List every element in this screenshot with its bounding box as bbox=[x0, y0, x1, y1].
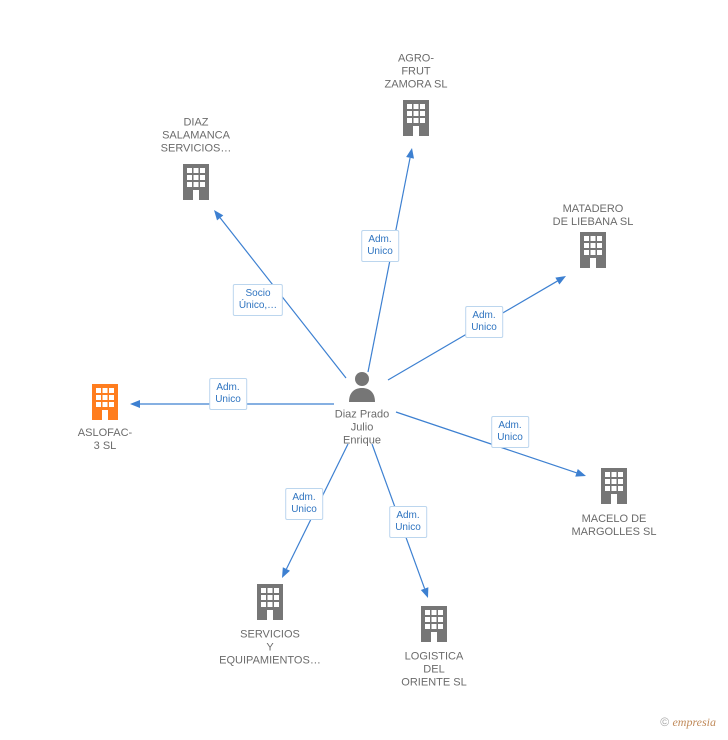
edge-label: Adm. Unico bbox=[491, 416, 529, 448]
edge-label: Socio Único,… bbox=[233, 284, 283, 316]
company-node-label-wrap: ASLOFAC- 3 SL bbox=[50, 427, 160, 453]
edge-label: Adm. Unico bbox=[361, 230, 399, 262]
edge-label: Adm. Unico bbox=[389, 506, 427, 538]
edge-arrow bbox=[282, 567, 290, 578]
building-icon bbox=[252, 582, 288, 622]
edge-line bbox=[368, 158, 410, 372]
company-node-label-wrap: LOGISTICA DEL ORIENTE SL bbox=[379, 651, 489, 690]
company-node-label: AGRO- FRUT ZAMORA SL bbox=[361, 53, 471, 92]
center-person-label-wrap: Diaz Prado Julio Enrique bbox=[317, 409, 407, 448]
company-node-label: MACELO DE MARGOLLES SL bbox=[559, 513, 669, 539]
center-person-label: Diaz Prado Julio Enrique bbox=[317, 409, 407, 448]
company-node-label-wrap: MATADERO DE LIEBANA SL bbox=[538, 203, 648, 229]
edge-label: Adm. Unico bbox=[465, 306, 503, 338]
company-node-label: LOGISTICA DEL ORIENTE SL bbox=[379, 651, 489, 690]
building-icon bbox=[398, 98, 434, 138]
watermark-symbol: © bbox=[660, 715, 669, 729]
company-node-icon[interactable] bbox=[75, 382, 135, 426]
edge-label: Adm. Unico bbox=[285, 488, 323, 520]
company-node-label-wrap: AGRO- FRUT ZAMORA SL bbox=[361, 53, 471, 92]
edge-arrow bbox=[421, 587, 429, 598]
edge-label: Adm. Unico bbox=[209, 378, 247, 410]
edge-line bbox=[396, 412, 577, 473]
company-node-label-wrap: DIAZ SALAMANCA SERVICIOS… bbox=[141, 117, 251, 156]
building-icon bbox=[178, 162, 214, 202]
company-node-icon[interactable] bbox=[584, 466, 644, 510]
company-node-label: DIAZ SALAMANCA SERVICIOS… bbox=[141, 117, 251, 156]
company-node-label-wrap: MACELO DE MARGOLLES SL bbox=[559, 513, 669, 539]
company-node-icon[interactable] bbox=[240, 582, 300, 626]
company-node-label: ASLOFAC- 3 SL bbox=[50, 427, 160, 453]
company-node-icon[interactable] bbox=[563, 230, 623, 274]
company-node-icon[interactable] bbox=[404, 604, 464, 648]
company-node-label-wrap: SERVICIOS Y EQUIPAMIENTOS… bbox=[215, 629, 325, 668]
building-icon bbox=[575, 230, 611, 270]
center-person[interactable] bbox=[317, 370, 407, 406]
watermark-brand: empresia bbox=[672, 715, 716, 729]
company-node-icon[interactable] bbox=[386, 98, 446, 142]
watermark: © empresia bbox=[660, 715, 716, 730]
building-icon bbox=[87, 382, 123, 422]
company-node-label: MATADERO DE LIEBANA SL bbox=[538, 203, 648, 229]
edge-arrow bbox=[406, 148, 414, 159]
company-node-icon[interactable] bbox=[166, 162, 226, 206]
person-icon bbox=[347, 370, 377, 402]
company-node-label: SERVICIOS Y EQUIPAMIENTOS… bbox=[215, 629, 325, 668]
building-icon bbox=[416, 604, 452, 644]
building-icon bbox=[596, 466, 632, 506]
edge-arrow bbox=[214, 210, 223, 220]
diagram-canvas: Diaz Prado Julio Enrique DIAZ SALAMANCA … bbox=[0, 0, 728, 740]
edge-arrow bbox=[555, 276, 566, 284]
